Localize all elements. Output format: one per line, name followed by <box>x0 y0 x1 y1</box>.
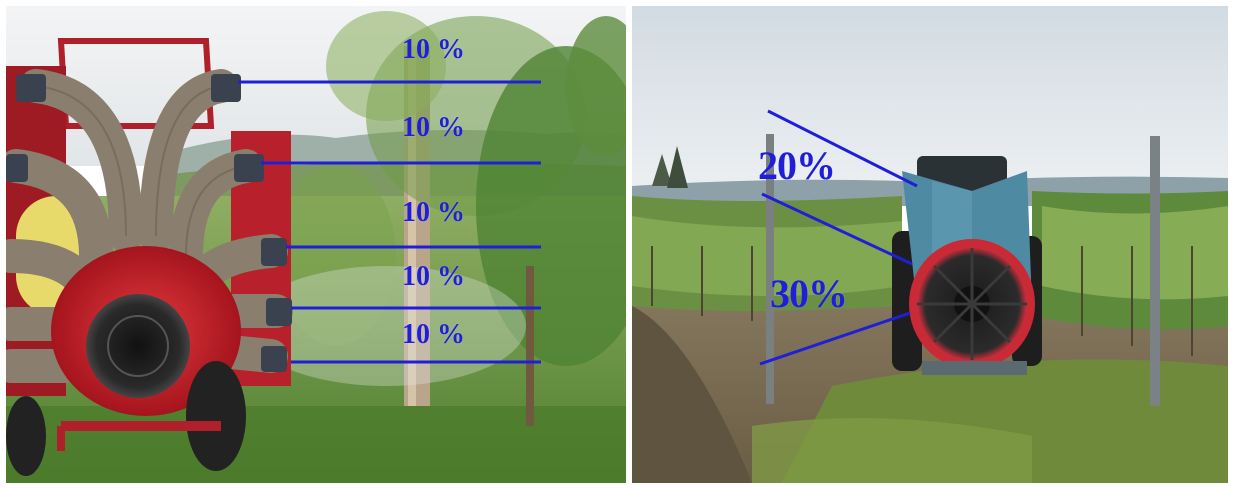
left-photo-panel: 10 % 10 % 10 % 10 % 10 % <box>6 6 626 483</box>
spray-angle-line-bottom <box>759 311 911 366</box>
percent-label-lower: 30% <box>770 271 848 316</box>
left-annotation-lines <box>238 80 541 364</box>
percent-label-upper: 20% <box>758 143 836 188</box>
right-photo-panel: 20% 30% <box>632 6 1228 483</box>
vineyard-sprayer-photo <box>632 6 1228 483</box>
percent-label-3: 10 % <box>402 197 465 228</box>
percent-label-4: 10 % <box>402 261 465 292</box>
percent-label-1: 10 % <box>402 34 465 65</box>
spray-angle-line-middle <box>761 192 913 266</box>
orchard-sprayer-photo <box>6 6 626 483</box>
spray-angle-line-top <box>767 109 918 188</box>
percent-label-5: 10 % <box>402 319 465 350</box>
percent-label-2: 10 % <box>402 112 465 143</box>
right-annotation-lines <box>759 109 918 366</box>
